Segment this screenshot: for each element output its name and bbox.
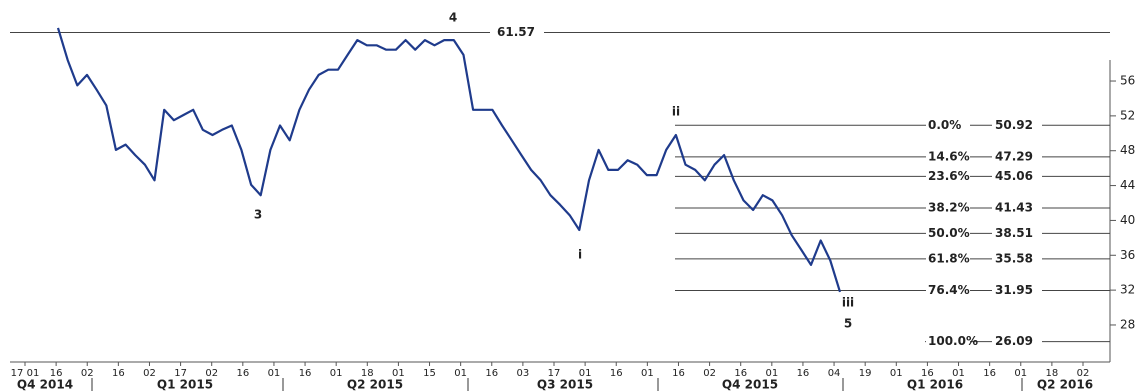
x-tick-label: 01 <box>765 368 778 379</box>
x-tick-label: 17 01 <box>11 368 40 379</box>
x-tick-label: 16 <box>797 368 810 379</box>
label-bg <box>992 149 1042 164</box>
x-tick-label: 16 <box>236 368 249 379</box>
y-tick-label: 48 <box>1120 143 1135 157</box>
label-bg <box>926 283 970 298</box>
fib-label: 38.2% <box>928 200 970 214</box>
wave-label: i <box>578 248 582 262</box>
x-tick-label: 16 <box>50 368 63 379</box>
y-tick-label: 56 <box>1120 74 1135 88</box>
quarter-label: Q2 2015 <box>347 378 403 391</box>
x-tick-label: 04 <box>828 368 841 379</box>
x-tick-label: 16 <box>610 368 623 379</box>
label-bg <box>926 251 970 266</box>
x-tick-label: 01 <box>579 368 592 379</box>
fib-value: 38.51 <box>995 226 1033 240</box>
label-bg <box>992 169 1042 184</box>
label-bg <box>992 226 1042 241</box>
x-tick-label: 18 <box>1046 368 1059 379</box>
fib-value: 41.43 <box>995 200 1033 214</box>
wave-label: ii <box>672 105 680 119</box>
fib-value: 50.92 <box>995 118 1033 132</box>
x-tick-label: 01 <box>1014 368 1027 379</box>
label-bg <box>926 169 970 184</box>
fib-label: 76.4% <box>928 283 970 297</box>
fib-label: 100.0% <box>928 334 978 348</box>
label-bg <box>926 334 970 349</box>
x-tick-label: 16 <box>299 368 312 379</box>
fib-value: 47.29 <box>995 149 1033 163</box>
fib-value: 45.06 <box>995 169 1033 183</box>
x-tick-label: 01 <box>454 368 467 379</box>
x-tick-label: 16 <box>921 368 934 379</box>
x-tick-label: 01 <box>952 368 965 379</box>
fib-value: 31.95 <box>995 283 1033 297</box>
wave-label: 3 <box>254 208 262 222</box>
label-bg <box>490 25 544 40</box>
wave-label: 4 <box>449 11 457 25</box>
quarter-label: Q3 2015 <box>537 378 593 391</box>
quarter-label: Q2 2016 <box>1037 378 1093 391</box>
x-tick-label: 16 <box>672 368 685 379</box>
quarter-label: Q1 2015 <box>157 378 213 391</box>
fib-label: 50.0% <box>928 226 970 240</box>
x-tick-label: 18 <box>361 368 374 379</box>
y-tick-label: 28 <box>1120 317 1135 331</box>
y-tick-label: 52 <box>1120 108 1135 122</box>
price-line <box>56 27 842 293</box>
x-tick-label: 16 <box>983 368 996 379</box>
label-bg <box>926 118 970 133</box>
fib-label: 14.6% <box>928 149 970 163</box>
x-tick-label: 19 <box>859 368 872 379</box>
x-tick-label: 01 <box>330 368 343 379</box>
x-tick-label: 17 <box>174 368 187 379</box>
label-bg <box>992 251 1042 266</box>
x-tick-label: 16 <box>485 368 498 379</box>
label-bg <box>926 226 970 241</box>
y-tick-label: 36 <box>1120 248 1135 262</box>
wave-label: 5 <box>844 317 852 331</box>
quarter-label: Q4 2015 <box>722 378 778 391</box>
x-tick-label: 02 <box>703 368 716 379</box>
y-tick-label: 40 <box>1120 213 1135 227</box>
label-bg <box>992 334 1042 349</box>
label-bg <box>992 283 1042 298</box>
fib-value: 26.09 <box>995 334 1033 348</box>
x-tick-label: 02 <box>1077 368 1090 379</box>
y-tick-label: 44 <box>1120 178 1135 192</box>
fib-label: 23.6% <box>928 169 970 183</box>
x-tick-label: 02 <box>81 368 94 379</box>
wave-label: iii <box>842 296 854 310</box>
y-tick-label: 32 <box>1120 283 1135 297</box>
x-tick-label: 01 <box>890 368 903 379</box>
x-tick-label: 02 <box>205 368 218 379</box>
fib-label: 61.8% <box>928 251 970 265</box>
label-bg <box>926 149 970 164</box>
x-tick-label: 16 <box>112 368 125 379</box>
quarter-label: Q4 2014 <box>17 378 73 391</box>
x-tick-label: 01 <box>392 368 405 379</box>
x-tick-label: 01 <box>641 368 654 379</box>
fib-value: 35.58 <box>995 251 1033 265</box>
x-tick-label: 03 <box>517 368 530 379</box>
reference-label: 61.57 <box>497 25 535 39</box>
x-tick-label: 15 <box>423 368 436 379</box>
x-tick-label: 16 <box>734 368 747 379</box>
x-tick-label: 01 <box>268 368 281 379</box>
quarter-label: Q1 2016 <box>907 378 963 391</box>
label-bg <box>992 118 1042 133</box>
fib-label: 0.0% <box>928 118 961 132</box>
x-tick-label: 17 <box>548 368 561 379</box>
label-bg <box>992 200 1042 215</box>
x-tick-label: 02 <box>143 368 156 379</box>
label-bg <box>926 200 970 215</box>
